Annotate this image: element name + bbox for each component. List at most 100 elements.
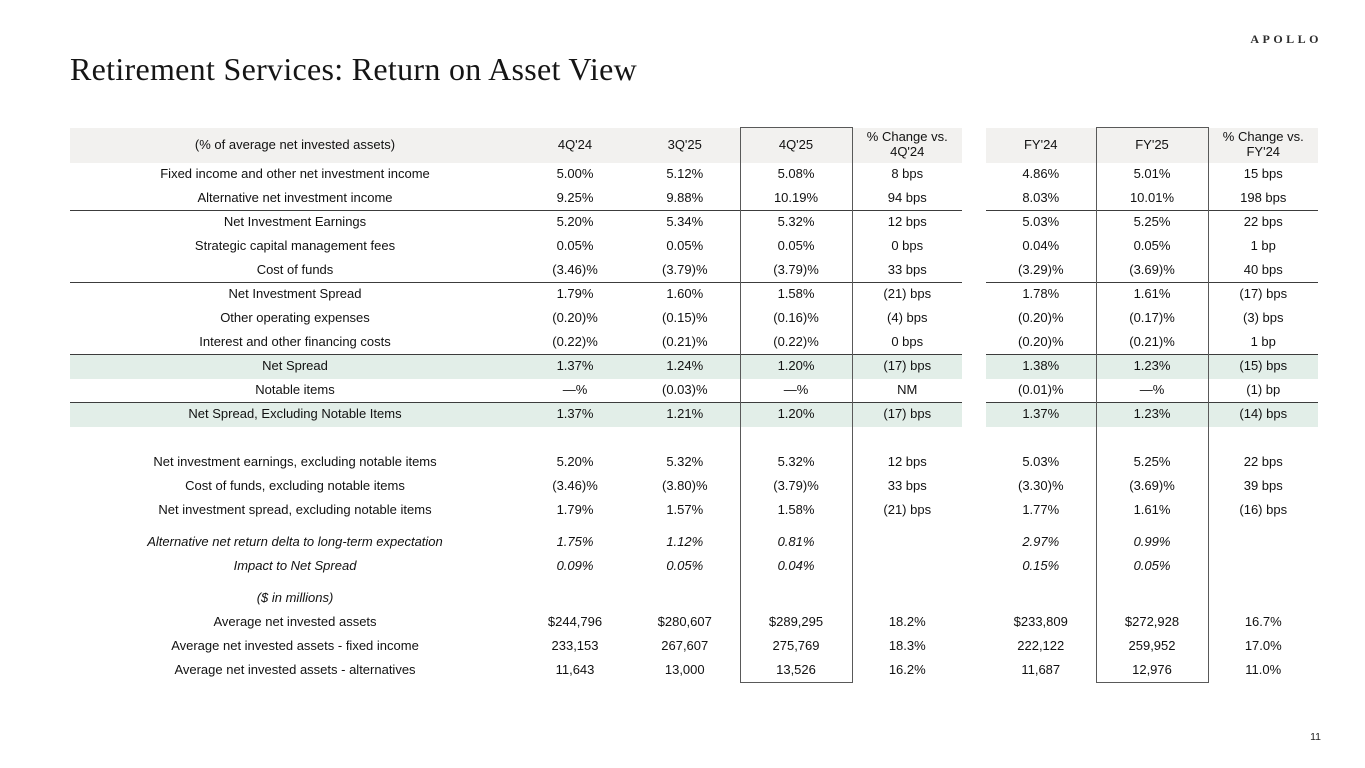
row-label: Impact to Net Spread [233,558,357,574]
cell-value: (17) bps [852,402,962,427]
cell-value: (3.30)% [1017,478,1064,494]
cell-value: 9.88% [666,189,704,205]
cell-value: 5.32% [739,450,853,475]
row-label: Net Investment Spread [70,282,520,307]
column-gap [962,162,986,187]
column-gap [962,306,986,331]
row-label: Average net invested assets [213,614,377,630]
column-gap [962,554,986,579]
cell-value: 5.32% [739,210,853,235]
cell-value: 12 bps [887,454,927,470]
spacer-cell [986,523,1096,531]
cell-value: (0.21)% [661,333,708,349]
row-label: Net Investment Earnings [70,210,520,235]
spacer-cell [739,426,853,451]
spacer-cell [630,579,740,587]
spacer-cell [70,579,520,587]
cell-value: 5.20% [520,210,630,235]
table-row: Notable items —% (0.03)% —% NM (0.01)% —% (1) b… [70,378,1318,403]
cell-value: 1.79% [556,502,594,518]
column-header: 4Q'24 [520,127,630,163]
row-label: Average net invested assets - fixed inco… [171,638,419,654]
cell-value: 5.01% [1095,162,1209,187]
cell-value: 40 bps [1243,261,1283,277]
cell-value: 1.77% [1022,502,1060,518]
cell-value: 11.0% [1245,662,1282,678]
cell-value: 233,153 [551,638,599,654]
cell-value: 1.61% [1095,282,1209,307]
row-label: Net investment earnings, excluding notab… [153,454,437,470]
table-row: Net Investment Spread 1.79% 1.60% 1.58% (21)… [70,282,1318,307]
cell-value: 39 bps [1243,478,1283,494]
cell-value: 0.99% [1095,530,1209,555]
table-row: Other operating expenses (0.20)% (0.15)% (0… [70,306,1318,331]
cell-value: 0.05% [666,558,704,574]
table-row: ($ in millions) [70,586,1318,611]
cell-value: (0.03)% [661,381,708,397]
cell-value: 94 bps [887,189,927,205]
cell-value: 2.97% [1022,534,1060,550]
table-row: Average net invested assets - alternativ… [70,658,1318,683]
column-gap [962,474,986,499]
cell-value: 16.2% [888,662,926,678]
spacer-cell [630,523,740,531]
cell-value: (0.15)% [661,310,708,326]
spacer-cell [1208,523,1318,531]
cell-value: —% [1095,378,1209,403]
cell-value: —% [562,381,588,397]
cell-value: 0.15% [1022,558,1060,574]
cell-value: 0.05% [1095,554,1209,579]
column-header: FY'25 [1095,127,1209,163]
cell-value: (21) bps [883,502,932,518]
cell-value: 10.19% [739,186,853,211]
cell-value: 0.81% [739,530,853,555]
cell-value: (3.79)% [739,474,853,499]
spacer-cell [986,427,1096,451]
table-row: Average net invested assets - fixed inco… [70,634,1318,659]
cell-value: (3.69)% [1095,258,1209,283]
cell-value: (0.20)% [1017,310,1064,326]
spacer-cell [739,522,853,531]
cell-value: 18.2% [888,614,926,630]
column-gap [962,127,986,163]
cell-value: 259,952 [1095,634,1209,659]
row-label: Other operating expenses [220,310,370,326]
row-label: Net Spread [70,354,520,379]
spacer-cell [962,426,986,451]
cell-value: (3.69)% [1095,474,1209,499]
cell-value: (3) bps [1243,310,1284,326]
cell-value: 5.25% [1095,210,1209,235]
cell-value: 222,122 [1017,638,1065,654]
spacer-cell [739,578,853,587]
spacer-cell [1095,426,1209,451]
table-row: Net Investment Earnings 5.20% 5.34% 5.32% 12… [70,210,1318,235]
column-gap [962,610,986,635]
cell-value: 1.23% [1095,402,1209,427]
cell-value: 5.34% [630,210,740,235]
cell-value: —% [739,378,853,403]
cell-value [986,587,1096,611]
cell-value: (0.01)% [1017,381,1064,397]
row-label: Interest and other financing costs [199,333,391,349]
column-gap [962,634,986,659]
cell-value: (3.46)% [552,261,598,277]
spacer-cell [520,523,630,531]
cell-value: 11,687 [1021,662,1061,678]
cell-value: $272,928 [1095,610,1209,635]
spacer-cell [986,579,1096,587]
cell-value: 22 bps [1208,210,1318,235]
cell-value: (1) bp [1246,381,1281,397]
cell-value: 12 bps [852,210,962,235]
cell-value: (15) bps [1208,354,1318,379]
cell-value: $289,295 [739,610,853,635]
table-row: Average net invested assets $244,796 $280,… [70,610,1318,635]
cell-value [630,587,740,611]
column-gap [962,330,986,355]
spacer-cell [852,427,962,451]
cell-value [852,531,962,555]
cell-value: 5.03% [1022,454,1060,470]
row-label: Notable items [255,381,335,397]
cell-value: 8.03% [1022,189,1060,205]
spacer-cell [70,523,520,531]
column-gap [962,402,986,427]
